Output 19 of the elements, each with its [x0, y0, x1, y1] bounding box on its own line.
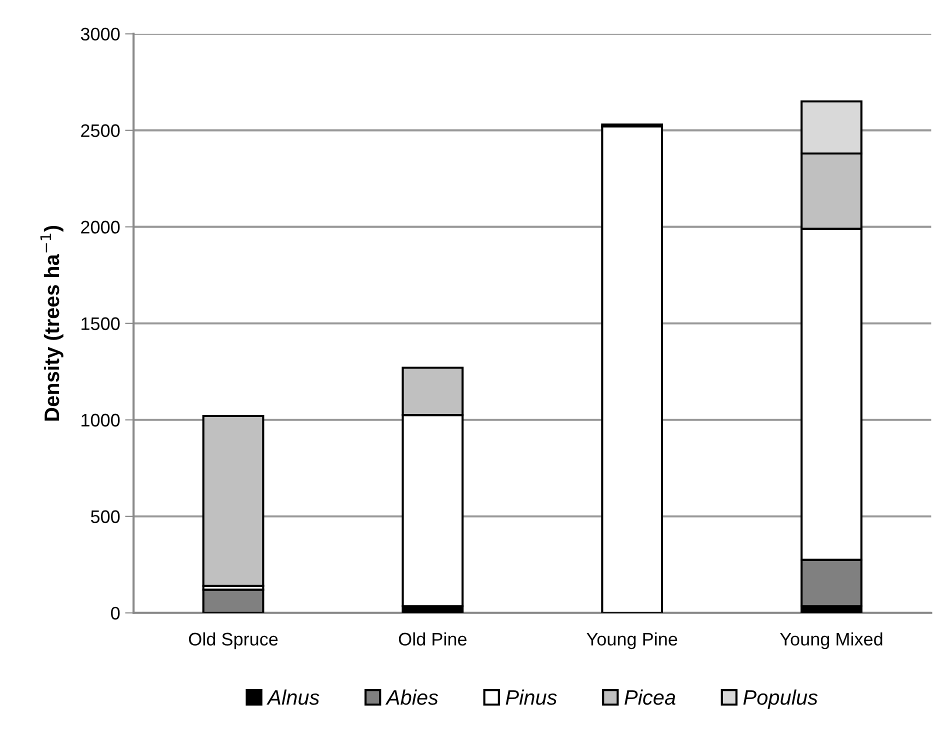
y-tick-label: 0 — [111, 606, 120, 620]
bar — [202, 414, 264, 587]
y-tick-label: 1500 — [82, 317, 120, 330]
legend-label: Populus — [743, 690, 818, 709]
legend-label: Alnus — [266, 690, 320, 705]
x-tick-label: Young Pine — [586, 632, 678, 650]
bar — [601, 125, 664, 613]
legend-label: Abies — [385, 690, 438, 705]
x-tick-label: Old Pine — [398, 632, 466, 646]
y-tick-label: 1000 — [82, 414, 120, 427]
x-tick-label: Old Spruce — [188, 632, 278, 650]
y-tick-label: 3000 — [80, 28, 120, 41]
y-tick-label: 2500 — [81, 124, 120, 138]
y-tick-label: 500 — [90, 510, 120, 524]
y-axis-title: Density (trees ha$^{−1}$) — [40, 226, 64, 421]
legend-label: Picea — [624, 690, 676, 705]
x-tick-label: Young Mixed — [780, 632, 882, 650]
y-tick-label: 2000 — [81, 220, 120, 234]
legend-label: Pinus — [506, 690, 557, 705]
